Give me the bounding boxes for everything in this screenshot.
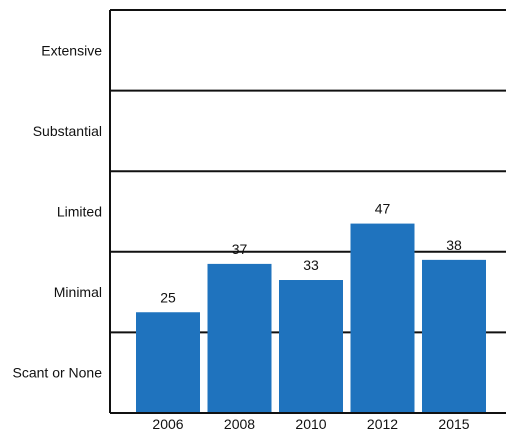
y-band-labels: Scant or None Minimal Limited Substantial Ex… <box>13 42 103 380</box>
bar <box>350 223 415 413</box>
x-tick-labels: 2006 2008 2010 2012 2015 <box>152 416 469 432</box>
value-label: 47 <box>375 201 391 217</box>
band-label: Scant or None <box>13 365 103 381</box>
value-label: 25 <box>160 289 176 305</box>
x-tick-label: 2008 <box>224 416 255 432</box>
x-tick-label: 2015 <box>438 416 469 432</box>
value-label: 38 <box>446 237 462 253</box>
bar <box>207 263 272 413</box>
bar <box>422 259 486 413</box>
bar <box>279 280 343 413</box>
band-label: Minimal <box>54 284 102 300</box>
bar <box>136 312 200 413</box>
band-label: Substantial <box>33 123 102 139</box>
bars <box>136 223 486 413</box>
band-label: Limited <box>57 204 102 220</box>
value-label: 37 <box>232 241 248 257</box>
x-tick-label: 2006 <box>152 416 183 432</box>
value-label: 33 <box>303 257 319 273</box>
band-label: Extensive <box>41 42 102 58</box>
value-labels: 25 37 33 47 38 <box>160 201 462 306</box>
x-tick-label: 2012 <box>367 416 398 432</box>
x-tick-label: 2010 <box>295 416 326 432</box>
